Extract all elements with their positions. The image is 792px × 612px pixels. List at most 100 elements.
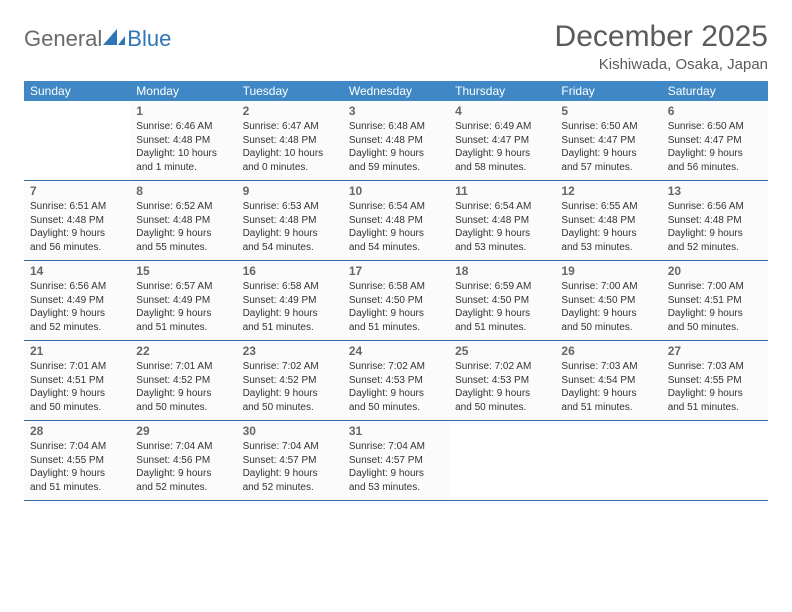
day-cell: 25Sunrise: 7:02 AMSunset: 4:53 PMDayligh… — [449, 341, 555, 420]
day-cell: 30 Sunrise: 7:04 AMSunset: 4:57 PMDayligh… — [237, 421, 343, 500]
day-number: 26 — [561, 344, 655, 358]
week-row: 28 Sunrise: 7:04 AMSunset: 4:55 PMDayligh… — [24, 421, 768, 501]
day-cell: 27Sunrise: 7:03 AMSunset: 4:55 PMDayligh… — [662, 341, 768, 420]
day-info: Sunrise: 7:02 AMSunset: 4:52 PMDaylight:… — [243, 360, 337, 414]
day-info: Sunrise: 7:01 AMSunset: 4:51 PMDaylight:… — [30, 360, 124, 414]
day-cell: 24 Sunrise: 7:02 AMSunset: 4:53 PMDayligh… — [343, 341, 449, 420]
logo: General Blue — [24, 26, 171, 52]
day-cell: 17 Sunrise: 6:58 AMSunset: 4:50 PMDayligh… — [343, 261, 449, 340]
day-info: Sunrise: 6:58 AMSunset: 4:49 PMDaylight:… — [243, 280, 337, 334]
day-number: 19 — [561, 264, 655, 278]
day-number: 5 — [561, 104, 655, 118]
day-cell: 13 Sunrise: 6:56 AMSunset: 4:48 PMDayligh… — [662, 181, 768, 260]
dow-cell: Tuesday — [237, 81, 343, 101]
location-label: Kishiwada, Osaka, Japan — [555, 56, 768, 73]
day-cell: 31 Sunrise: 7:04 AMSunset: 4:57 PMDayligh… — [343, 421, 449, 500]
day-info: Sunrise: 7:03 AMSunset: 4:54 PMDaylight:… — [561, 360, 655, 414]
day-number: 14 — [30, 264, 124, 278]
day-cell: 2Sunrise: 6:47 AMSunset: 4:48 PMDaylight… — [237, 101, 343, 180]
day-info: Sunrise: 6:46 AMSunset: 4:48 PMDaylight:… — [136, 120, 230, 174]
week-row: 1 Sunrise: 6:46 AMSunset: 4:48 PMDaylight… — [24, 101, 768, 181]
day-of-week-header: SundayMondayTuesdayWednesdayThursdayFrid… — [24, 81, 768, 101]
day-cell: 19 Sunrise: 7:00 AMSunset: 4:50 PMDayligh… — [555, 261, 661, 340]
dow-cell: Thursday — [449, 81, 555, 101]
day-cell: 12Sunrise: 6:55 AMSunset: 4:48 PMDayligh… — [555, 181, 661, 260]
day-info: Sunrise: 7:03 AMSunset: 4:55 PMDaylight:… — [668, 360, 762, 414]
day-info: Sunrise: 6:57 AMSunset: 4:49 PMDaylight:… — [136, 280, 230, 334]
day-info: Sunrise: 7:04 AMSunset: 4:55 PMDaylight:… — [30, 440, 124, 494]
day-number: 6 — [668, 104, 762, 118]
day-number: 3 — [349, 104, 443, 118]
day-info: Sunrise: 6:56 AMSunset: 4:48 PMDaylight:… — [668, 200, 762, 254]
day-info: Sunrise: 7:00 AMSunset: 4:50 PMDaylight:… — [561, 280, 655, 334]
day-cell: 18Sunrise: 6:59 AMSunset: 4:50 PMDayligh… — [449, 261, 555, 340]
day-info: Sunrise: 6:53 AMSunset: 4:48 PMDaylight:… — [243, 200, 337, 254]
day-cell: 6 Sunrise: 6:50 AMSunset: 4:47 PMDaylight… — [662, 101, 768, 180]
day-info: Sunrise: 6:49 AMSunset: 4:47 PMDaylight:… — [455, 120, 549, 174]
week-row: 14Sunrise: 6:56 AMSunset: 4:49 PMDayligh… — [24, 261, 768, 341]
day-number: 8 — [136, 184, 230, 198]
day-cell: 29Sunrise: 7:04 AMSunset: 4:56 PMDayligh… — [130, 421, 236, 500]
day-number: 22 — [136, 344, 230, 358]
day-info: Sunrise: 6:58 AMSunset: 4:50 PMDaylight:… — [349, 280, 443, 334]
day-number: 24 — [349, 344, 443, 358]
day-number: 31 — [349, 424, 443, 438]
day-number: 12 — [561, 184, 655, 198]
header: General Blue December 2025 Kishiwada, Os… — [24, 20, 768, 73]
day-cell — [24, 101, 130, 180]
day-number: 15 — [136, 264, 230, 278]
day-number: 23 — [243, 344, 337, 358]
logo-text-blue: Blue — [127, 26, 171, 52]
week-row: 21Sunrise: 7:01 AMSunset: 4:51 PMDayligh… — [24, 341, 768, 421]
day-info: Sunrise: 6:54 AMSunset: 4:48 PMDaylight:… — [455, 200, 549, 254]
day-cell: 22 Sunrise: 7:01 AMSunset: 4:52 PMDayligh… — [130, 341, 236, 420]
logo-text-general: General — [24, 26, 102, 52]
day-cell: 28 Sunrise: 7:04 AMSunset: 4:55 PMDayligh… — [24, 421, 130, 500]
day-info: Sunrise: 6:59 AMSunset: 4:50 PMDaylight:… — [455, 280, 549, 334]
title-block: December 2025 Kishiwada, Osaka, Japan — [555, 20, 768, 73]
day-number: 17 — [349, 264, 443, 278]
day-info: Sunrise: 7:04 AMSunset: 4:57 PMDaylight:… — [243, 440, 337, 494]
month-title: December 2025 — [555, 20, 768, 54]
weeks-container: 1 Sunrise: 6:46 AMSunset: 4:48 PMDaylight… — [24, 101, 768, 501]
calendar: SundayMondayTuesdayWednesdayThursdayFrid… — [24, 81, 768, 501]
dow-cell: Friday — [555, 81, 661, 101]
day-info: Sunrise: 6:50 AMSunset: 4:47 PMDaylight:… — [668, 120, 762, 174]
day-cell: 15 Sunrise: 6:57 AMSunset: 4:49 PMDayligh… — [130, 261, 236, 340]
dow-cell: Saturday — [662, 81, 768, 101]
day-cell — [555, 421, 661, 500]
day-cell — [662, 421, 768, 500]
dow-cell: Wednesday — [343, 81, 449, 101]
day-cell: 8 Sunrise: 6:52 AMSunset: 4:48 PMDaylight… — [130, 181, 236, 260]
dow-cell: Sunday — [24, 81, 130, 101]
day-cell: 20Sunrise: 7:00 AMSunset: 4:51 PMDayligh… — [662, 261, 768, 340]
day-number: 2 — [243, 104, 337, 118]
day-info: Sunrise: 7:02 AMSunset: 4:53 PMDaylight:… — [349, 360, 443, 414]
day-cell: 11 Sunrise: 6:54 AMSunset: 4:48 PMDayligh… — [449, 181, 555, 260]
day-number: 28 — [30, 424, 124, 438]
day-number: 7 — [30, 184, 124, 198]
day-cell: 26 Sunrise: 7:03 AMSunset: 4:54 PMDayligh… — [555, 341, 661, 420]
week-row: 7 Sunrise: 6:51 AMSunset: 4:48 PMDaylight… — [24, 181, 768, 261]
day-info: Sunrise: 6:48 AMSunset: 4:48 PMDaylight:… — [349, 120, 443, 174]
day-number: 13 — [668, 184, 762, 198]
day-info: Sunrise: 7:01 AMSunset: 4:52 PMDaylight:… — [136, 360, 230, 414]
day-number: 16 — [243, 264, 337, 278]
day-number: 1 — [136, 104, 230, 118]
day-info: Sunrise: 6:51 AMSunset: 4:48 PMDaylight:… — [30, 200, 124, 254]
day-cell: 3 Sunrise: 6:48 AMSunset: 4:48 PMDaylight… — [343, 101, 449, 180]
day-info: Sunrise: 6:52 AMSunset: 4:48 PMDaylight:… — [136, 200, 230, 254]
day-info: Sunrise: 7:04 AMSunset: 4:57 PMDaylight:… — [349, 440, 443, 494]
day-info: Sunrise: 7:04 AMSunset: 4:56 PMDaylight:… — [136, 440, 230, 494]
day-cell: 7 Sunrise: 6:51 AMSunset: 4:48 PMDaylight… — [24, 181, 130, 260]
day-number: 11 — [455, 184, 549, 198]
day-cell: 21Sunrise: 7:01 AMSunset: 4:51 PMDayligh… — [24, 341, 130, 420]
day-cell: 23 Sunrise: 7:02 AMSunset: 4:52 PMDayligh… — [237, 341, 343, 420]
day-info: Sunrise: 7:02 AMSunset: 4:53 PMDaylight:… — [455, 360, 549, 414]
day-cell: 10Sunrise: 6:54 AMSunset: 4:48 PMDayligh… — [343, 181, 449, 260]
logo-sail-icon — [103, 27, 125, 52]
day-number: 30 — [243, 424, 337, 438]
day-number: 10 — [349, 184, 443, 198]
day-cell — [449, 421, 555, 500]
day-info: Sunrise: 6:50 AMSunset: 4:47 PMDaylight:… — [561, 120, 655, 174]
